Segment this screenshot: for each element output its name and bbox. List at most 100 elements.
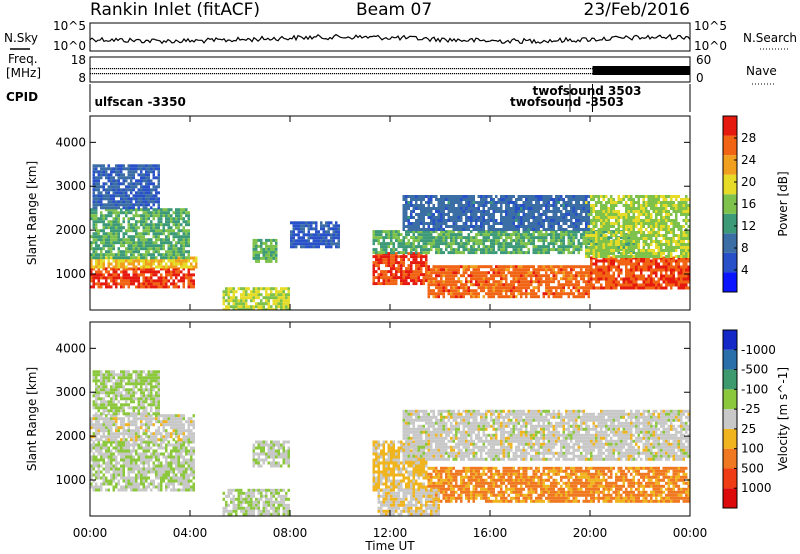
heatmap-cell [172, 220, 175, 224]
freq-mark [224, 68, 226, 70]
heatmap-cell [630, 207, 633, 210]
heatmap-cell [480, 271, 483, 275]
heatmap-cell [537, 239, 540, 243]
heatmap-cell [427, 210, 430, 213]
nave-mark [472, 73, 474, 75]
heatmap-cell [105, 241, 108, 245]
heatmap-cell [142, 211, 145, 215]
heatmap-cell [627, 262, 630, 266]
heatmap-cell [587, 246, 590, 249]
heatmap-cell [667, 216, 670, 219]
nave-mark [382, 73, 384, 75]
heatmap-cell [132, 265, 135, 269]
heatmap-cell [140, 253, 143, 257]
heatmap-cell [685, 255, 688, 258]
heatmap-cell [482, 286, 485, 290]
heatmap-cell [100, 197, 103, 201]
nave-mark [196, 73, 198, 75]
heatmap-cell [425, 207, 428, 210]
heatmap-cell [437, 201, 440, 204]
nave-mark [426, 73, 428, 75]
heatmap-cell [122, 191, 125, 195]
heatmap-cell [107, 191, 110, 195]
heatmap-cell [617, 274, 620, 278]
heatmap-cell [100, 247, 103, 251]
nave-mark [376, 73, 378, 75]
freq-mark [232, 68, 234, 70]
heatmap-cell [622, 216, 625, 219]
heatmap-cell [405, 242, 408, 246]
heatmap-cell [687, 225, 690, 228]
heatmap-cell [475, 236, 478, 240]
heatmap-cell [275, 256, 278, 260]
heatmap-cell [385, 230, 388, 234]
heatmap-cell [237, 302, 240, 306]
heatmap-cell [112, 197, 115, 201]
heatmap-cell [137, 262, 140, 266]
heatmap-cell [680, 255, 683, 258]
heatmap-cell [412, 216, 415, 219]
freq-mark [544, 68, 546, 70]
heatmap-cell [615, 237, 618, 240]
heatmap-cell [605, 195, 608, 198]
heatmap-cell [227, 302, 230, 306]
heatmap-cell [105, 282, 108, 286]
heatmap-cell [600, 207, 603, 210]
heatmap-cell [522, 239, 525, 243]
heatmap-cell [627, 216, 630, 219]
heatmap-cell [455, 239, 458, 243]
heatmap-cell [265, 259, 268, 263]
freq-mark [144, 68, 146, 70]
heatmap-cell [592, 222, 595, 225]
heatmap-cell [152, 241, 155, 245]
heatmap-cell [135, 208, 138, 212]
heatmap-cell [477, 239, 480, 243]
heatmap-cell [142, 276, 145, 280]
freq-mark [590, 68, 592, 70]
heatmap-cell [115, 267, 118, 271]
heatmap-cell [675, 204, 678, 207]
heatmap-cell [545, 271, 548, 275]
heatmap-cell [435, 236, 438, 240]
heatmap-cell [660, 234, 663, 237]
heatmap-cell [672, 268, 675, 272]
heatmap-cell [462, 245, 465, 249]
heatmap-cell [537, 233, 540, 237]
heatmap-cell [640, 286, 643, 290]
heatmap-cell [172, 273, 175, 277]
heatmap-cell [412, 225, 415, 228]
heatmap-cell [665, 228, 668, 231]
nave-mark [264, 73, 266, 75]
heatmap-cell [527, 233, 530, 237]
heatmap-cell [405, 198, 408, 201]
heatmap-cell [160, 267, 163, 271]
heatmap-cell [135, 203, 138, 207]
heatmap-cell [537, 280, 540, 284]
heatmap-cell [430, 239, 433, 243]
heatmap-cell [465, 289, 468, 293]
heatmap-cell [122, 238, 125, 242]
freq-mark [354, 68, 356, 70]
heatmap-cell [390, 276, 393, 280]
heatmap-cell [600, 249, 603, 252]
heatmap-cell [552, 265, 555, 269]
heatmap-cell [600, 222, 603, 225]
heatmap-cell [437, 283, 440, 287]
heatmap-cell [140, 208, 143, 212]
heatmap-cell [572, 230, 575, 234]
heatmap-cell [382, 276, 385, 280]
heatmap-cell [442, 239, 445, 243]
nave-mark [274, 73, 276, 75]
heatmap-cell [427, 248, 430, 252]
heatmap-cell [145, 176, 148, 180]
nave-mark [104, 73, 106, 75]
heatmap-cell [262, 250, 265, 254]
freq-mark [280, 68, 282, 70]
heatmap-cell [485, 271, 488, 275]
heatmap-cell [445, 195, 448, 198]
freq-tick-bottom: 8 [78, 71, 86, 85]
heatmap-cell [687, 240, 690, 243]
heatmap-cell [372, 242, 375, 246]
heatmap-cell [557, 248, 560, 252]
heatmap-cell [410, 255, 413, 259]
